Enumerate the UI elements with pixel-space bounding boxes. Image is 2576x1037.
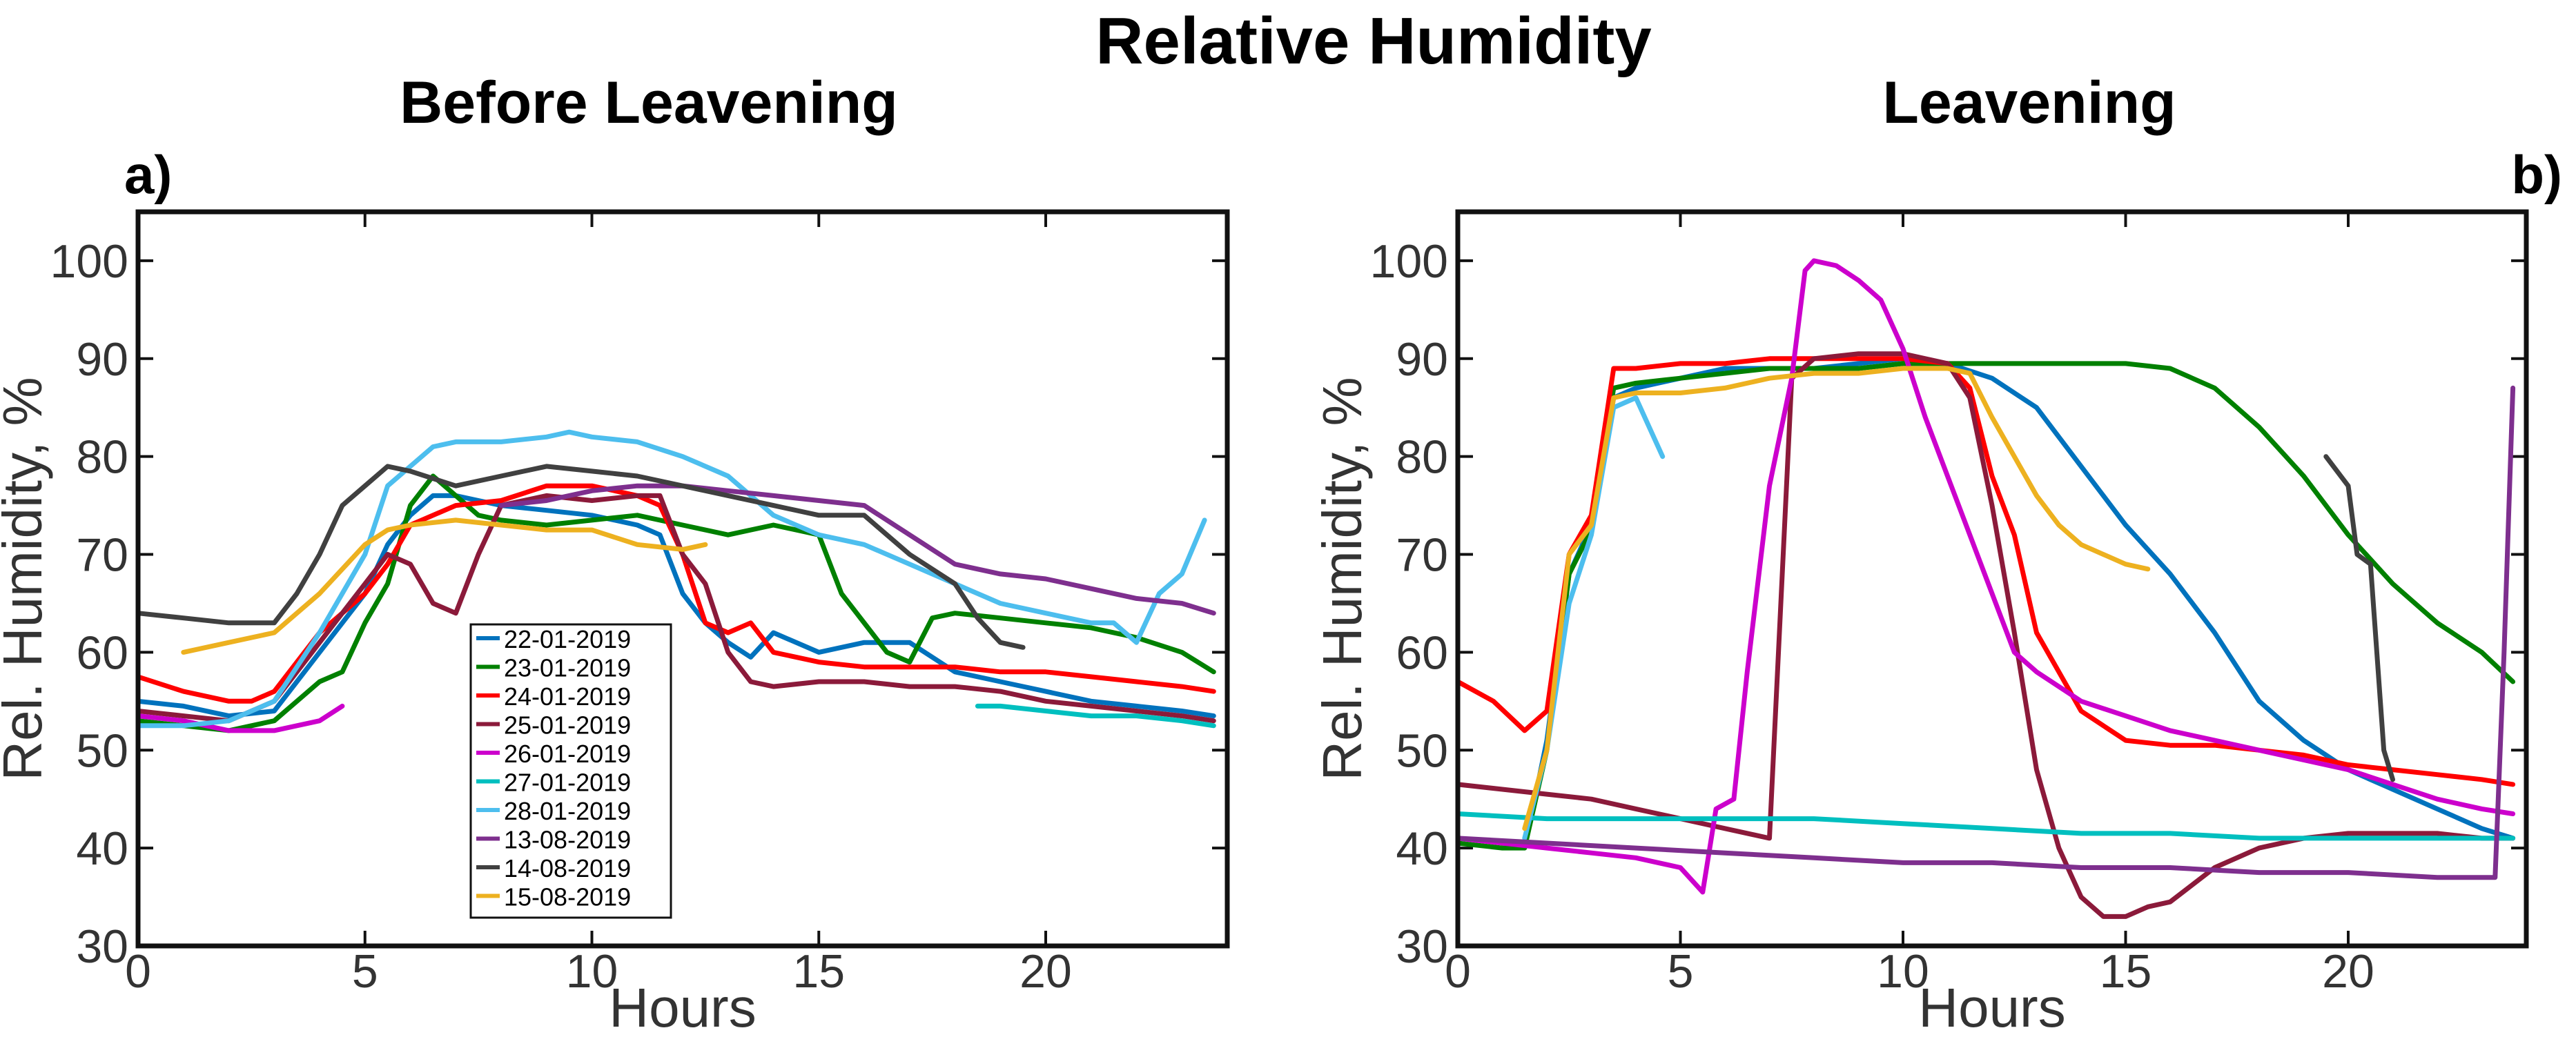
panel-b-series-23-01-2019 xyxy=(1455,361,2516,851)
legend-entry-label: 25-01-2019 xyxy=(504,711,631,740)
panel-b-xtick-label: 20 xyxy=(2322,945,2374,998)
panel-b-series-28-01-2019 xyxy=(1522,395,1666,841)
panel-b-title: Leavening xyxy=(1882,70,2176,136)
legend-entry-label: 26-01-2019 xyxy=(504,740,631,768)
panel-b-series-14-08-2019 xyxy=(2323,454,2395,782)
panel-b-xlabel: Hours xyxy=(1918,977,2065,1037)
panel-b-series-27-01-2019 xyxy=(1455,811,2516,841)
panel-b-ytick-label: 60 xyxy=(1396,626,1448,679)
panel-a-ytick-label: 70 xyxy=(76,529,128,582)
panel-a-series-28-01-2019 xyxy=(135,429,1207,729)
legend-entry-label: 27-01-2019 xyxy=(504,769,631,797)
panel-b-ylabel: Rel. Humidity, % xyxy=(1311,377,1373,780)
panel-a-ytick-label: 40 xyxy=(76,822,128,875)
panel-b-label: b) xyxy=(2511,144,2562,205)
panel-a-frame xyxy=(135,209,1230,949)
panel-a-ylabel: Rel. Humidity, % xyxy=(0,377,53,780)
panel-a-xtick-label: 5 xyxy=(352,945,378,998)
panel-b-xtick-label: 5 xyxy=(1668,945,1694,998)
panel-a-ytick-label: 30 xyxy=(76,920,128,973)
panel-b-series-26-01-2019 xyxy=(1455,258,2516,895)
legend-entry-label: 13-08-2019 xyxy=(504,826,631,854)
panel-b-ytick-label: 80 xyxy=(1396,431,1448,484)
panel-b-xtick-label: 0 xyxy=(1445,945,1471,998)
panel-b-series-13-08-2019 xyxy=(1455,385,2516,880)
panel-b-ticks: 30 40 50 60 70 80 90 100 0 5 10 15 20 xyxy=(1370,212,2526,998)
panel-b-ytick-label: 30 xyxy=(1396,920,1448,973)
legend-entry-label: 24-01-2019 xyxy=(504,682,631,711)
panel-b-series xyxy=(1455,258,2516,919)
panel-a-xtick-label: 10 xyxy=(566,945,618,998)
panel-a-series-23-01-2019 xyxy=(135,473,1216,733)
panel-a-series-26-01-2019 xyxy=(135,703,345,733)
legend-entry-label: 22-01-2019 xyxy=(504,625,631,653)
panel-a-ytick-label: 50 xyxy=(76,724,128,777)
legend-box xyxy=(469,623,672,919)
panel-b-series-15-08-2019 xyxy=(1522,366,2151,831)
panel-a-series-13-08-2019 xyxy=(498,483,1216,616)
panel-a-series-14-08-2019 xyxy=(135,464,1026,650)
panel-a-series-25-01-2019 xyxy=(135,493,1216,724)
panel-b-frame xyxy=(1455,209,2529,949)
panel-a-series-27-01-2019 xyxy=(975,703,1216,729)
panel-a-ticks: 30 40 50 60 70 80 90 100 0 5 10 15 20 xyxy=(50,212,1227,998)
figure-title: Relative Humidity xyxy=(1095,4,1652,78)
panel-a-ytick-label: 80 xyxy=(76,431,128,484)
panel-b-ytick-label: 90 xyxy=(1396,333,1448,386)
panel-a-xtick-label: 20 xyxy=(1019,945,1072,998)
panel-b-ytick-label: 50 xyxy=(1396,724,1448,777)
panel-a-xtick-label: 15 xyxy=(792,945,845,998)
panel-before-leavening: Before Leavening a) 30 40 50 60 70 80 90 100 0 5 1… xyxy=(0,70,1230,1037)
legend-entry-label: 23-01-2019 xyxy=(504,654,631,682)
panel-a-series xyxy=(135,429,1216,733)
panel-a-ytick-label: 100 xyxy=(50,235,128,288)
legend: 22-01-201923-01-201924-01-201925-01-2019… xyxy=(469,623,672,919)
panel-a-title: Before Leavening xyxy=(400,70,898,136)
panel-a-xtick-label: 0 xyxy=(125,945,151,998)
panel-b-series-25-01-2019 xyxy=(1455,351,2516,919)
panel-b-xtick-label: 15 xyxy=(2100,945,2152,998)
panel-b-ytick-label: 100 xyxy=(1370,235,1448,288)
panel-b-xtick-label: 10 xyxy=(1877,945,1929,998)
panel-a-series-22-01-2019 xyxy=(135,493,1216,719)
panel-a-ytick-label: 90 xyxy=(76,333,128,386)
panel-a-xlabel: Hours xyxy=(609,977,756,1037)
panel-b-ytick-label: 70 xyxy=(1396,529,1448,582)
panel-leavening: Leavening b) 30 40 50 60 70 80 90 100 0 5 10 15 20 H… xyxy=(1311,70,2562,1037)
panel-b-ytick-label: 40 xyxy=(1396,822,1448,875)
panel-a-series-15-08-2019 xyxy=(181,517,708,655)
legend-entry-label: 14-08-2019 xyxy=(504,854,631,882)
legend-entry-label: 15-08-2019 xyxy=(504,883,631,911)
panel-a-label: a) xyxy=(124,144,172,205)
panel-a-ytick-label: 60 xyxy=(76,626,128,679)
legend-entry-label: 28-01-2019 xyxy=(504,797,631,825)
